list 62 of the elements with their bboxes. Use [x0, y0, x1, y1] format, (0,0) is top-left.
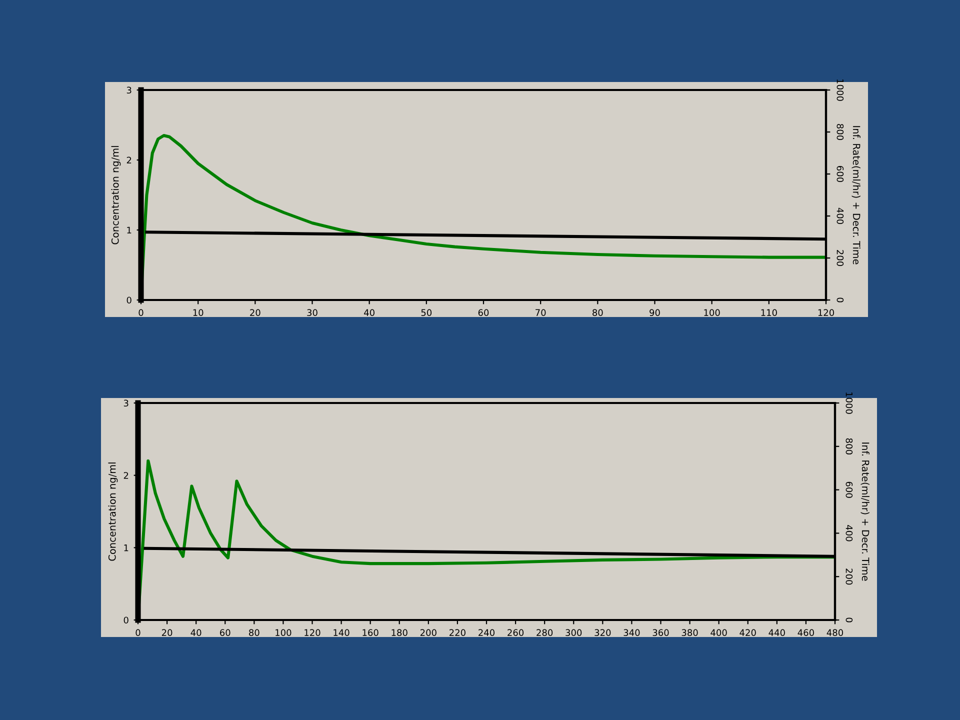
y-tick-label: 1	[127, 226, 132, 234]
x-tick-label: 200	[420, 629, 436, 636]
x-tick-label: 60	[220, 629, 230, 636]
y-tick-label: 2	[124, 472, 128, 479]
x-tick-label: 20	[250, 309, 260, 316]
x-tick-label: 40	[364, 309, 374, 316]
y2-tick-label: 400	[836, 208, 844, 224]
y2-tick-label: 800	[846, 438, 853, 454]
x-tick-label: 40	[190, 629, 202, 636]
y-tick-label: 2	[126, 156, 132, 164]
y-axis-title: Concentration ng/ml	[111, 146, 121, 244]
x-tick-label: 100	[276, 629, 292, 636]
y-tick-label: 1	[124, 544, 128, 552]
x-tick-label: 0	[138, 309, 144, 316]
x-tick-label: 110	[761, 309, 777, 316]
y-tick-label: 3	[126, 86, 132, 94]
y-tick-label: 0	[126, 296, 132, 304]
x-tick-label: 70	[536, 309, 546, 316]
x-tick-label: 260	[508, 629, 524, 636]
x-tick-label: 180	[392, 629, 408, 636]
y2-tick-label: 400	[846, 525, 853, 542]
y2-tick-label: 200	[846, 568, 853, 585]
x-tick-label: 240	[478, 629, 495, 636]
y2-axis-title: Inf. Rate(ml/hr) + Decr. Time	[860, 442, 870, 581]
x-tick-label: 0	[136, 629, 140, 636]
x-tick-label: 10	[193, 309, 204, 316]
x-tick-label: 220	[450, 629, 466, 636]
x-tick-label: 160	[362, 629, 378, 636]
y-tick-label: 3	[124, 400, 128, 407]
x-tick-label: 50	[421, 309, 432, 316]
x-tick-label: 480	[826, 629, 844, 636]
y2-tick-label: 200	[836, 250, 844, 266]
y2-tick-label: 1000	[836, 80, 844, 101]
x-tick-label: 400	[710, 629, 727, 636]
x-tick-label: 360	[652, 629, 669, 636]
x-tick-label: 420	[740, 629, 756, 636]
x-tick-label: 80	[592, 309, 603, 316]
x-tick-label: 20	[162, 629, 172, 636]
x-tick-label: 140	[334, 629, 350, 636]
x-tick-label: 340	[624, 629, 640, 636]
x-tick-label: 30	[307, 309, 318, 316]
y2-tick-label: 0	[836, 298, 844, 302]
y2-tick-label: 800	[836, 124, 844, 140]
x-tick-label: 280	[536, 629, 553, 636]
x-tick-label: 440	[768, 629, 785, 636]
x-tick-label: 100	[704, 309, 720, 316]
x-tick-label: 460	[798, 629, 814, 636]
y2-tick-label: 600	[846, 482, 853, 498]
x-tick-label: 300	[566, 629, 582, 636]
y2-tick-label: 0	[846, 618, 853, 622]
x-tick-label: 120	[818, 309, 834, 316]
x-tick-label: 90	[650, 309, 660, 316]
x-tick-label: 60	[478, 309, 489, 316]
x-tick-label: 120	[304, 629, 320, 636]
x-tick-label: 380	[682, 629, 698, 636]
x-tick-label: 80	[249, 629, 260, 636]
y2-tick-label: 1000	[846, 392, 853, 414]
y2-tick-label: 600	[836, 166, 844, 182]
x-tick-label: 320	[594, 629, 611, 636]
y-tick-label: 0	[124, 616, 128, 624]
y2-axis-title: Inf. Rate(ml/hr) + Decr. Time	[852, 126, 860, 264]
y-axis-title: Concentration ng/ml	[108, 462, 118, 561]
